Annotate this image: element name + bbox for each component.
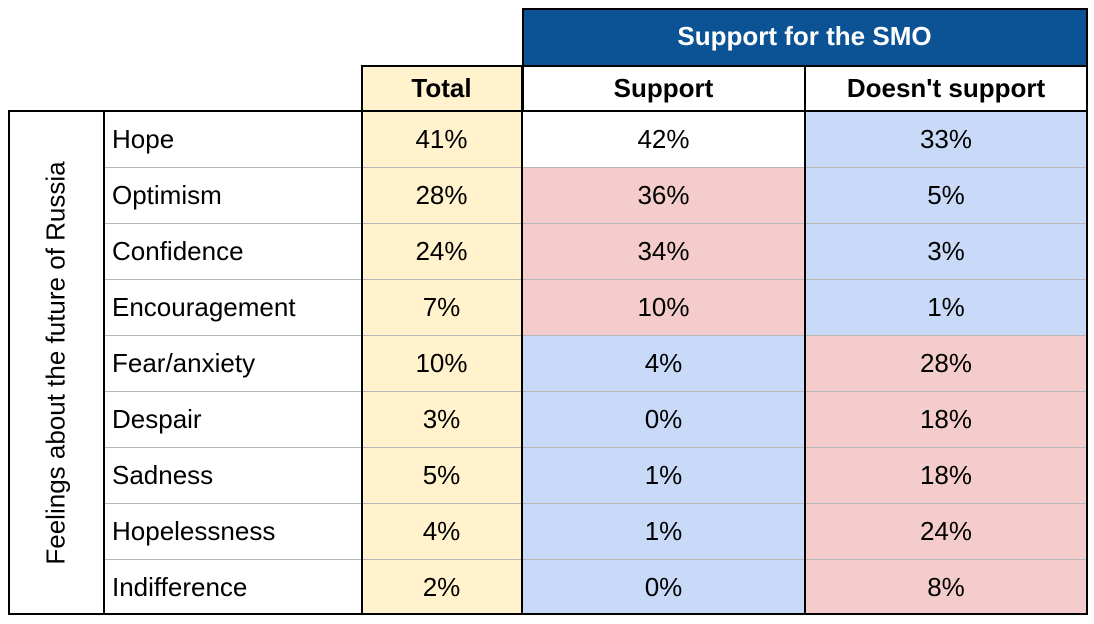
body-left-border: [8, 110, 10, 615]
total-left-border: [361, 65, 363, 615]
body-bottom-border: [8, 613, 1088, 615]
table-cell: 36%: [522, 167, 805, 223]
table-cell: 0%: [522, 559, 805, 615]
banner-support-smo: Support for the SMO: [522, 8, 1087, 65]
row-separator: [104, 167, 1087, 168]
row-label: Sadness: [112, 459, 214, 490]
row-label: Hope: [112, 123, 175, 154]
table-cell: 5%: [361, 447, 522, 503]
table-cell: 24%: [805, 503, 1087, 559]
label-col-border: [103, 110, 105, 615]
table-cell: 10%: [361, 335, 522, 391]
table-cell: 18%: [805, 447, 1087, 503]
table-cell: 24%: [361, 223, 522, 279]
row-label: Optimism: [112, 179, 222, 210]
row-separator: [104, 279, 1087, 280]
row-separator: [104, 447, 1087, 448]
body-top-border: [8, 110, 1088, 112]
table-right-border: [1086, 8, 1088, 615]
table-cell: 41%: [361, 111, 522, 167]
row-group-label-text: Feelings about the future of Russia: [40, 161, 71, 565]
table-cell: 42%: [522, 111, 805, 167]
table-cell: 7%: [361, 279, 522, 335]
table-cell: 10%: [522, 279, 805, 335]
table-cell: 5%: [805, 167, 1087, 223]
row-label: Indifference: [112, 571, 248, 602]
row-label: Encouragement: [112, 291, 296, 322]
total-right-border: [521, 65, 523, 615]
column-header-doesnt-support: Doesn't support: [846, 72, 1046, 103]
row-label: Hopelessness: [112, 515, 276, 546]
row-label: Fear/anxiety: [112, 347, 256, 378]
table-cell: 28%: [805, 335, 1087, 391]
table-cell: 4%: [522, 335, 805, 391]
row-separator: [104, 223, 1087, 224]
column-header-total: Total: [361, 65, 522, 111]
table-cell: 2%: [361, 559, 522, 615]
row-separator: [104, 335, 1087, 336]
table-cell: 8%: [805, 559, 1087, 615]
table-cell: 0%: [522, 391, 805, 447]
table-cell: 28%: [361, 167, 522, 223]
column-divider: [804, 65, 806, 615]
banner-border: [522, 8, 524, 111]
banner-border: [522, 8, 1087, 10]
table-cell: 4%: [361, 503, 522, 559]
table-cell: 1%: [522, 447, 805, 503]
row-label: Confidence: [112, 235, 244, 266]
table-cell: 3%: [805, 223, 1087, 279]
table-cell: 34%: [522, 223, 805, 279]
column-header-support: Support: [613, 72, 714, 103]
row-group-label: Feelings about the future of Russia: [8, 111, 104, 615]
row-separator: [104, 503, 1087, 504]
table-cell: 1%: [522, 503, 805, 559]
table-cell: 18%: [805, 391, 1087, 447]
table-cell: 1%: [805, 279, 1087, 335]
table-cell: 33%: [805, 111, 1087, 167]
row-label: Despair: [112, 403, 202, 434]
row-separator: [104, 391, 1087, 392]
header-border: [361, 65, 1087, 67]
row-separator: [104, 559, 1087, 560]
table-cell: 3%: [361, 391, 522, 447]
